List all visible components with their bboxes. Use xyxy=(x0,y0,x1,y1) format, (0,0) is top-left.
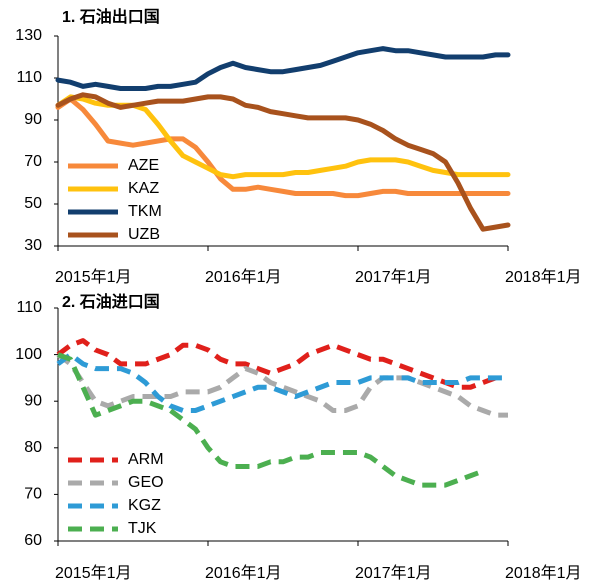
y-tick-label: 90 xyxy=(24,111,42,128)
y-tick-label: 80 xyxy=(24,439,42,456)
x-tick-label: 2017年1月 xyxy=(355,268,432,286)
x-tick-label: 2016年1月 xyxy=(205,564,282,582)
x-tick-label: 2016年1月 xyxy=(205,268,282,286)
x-tick-label: 2018年1月 xyxy=(505,564,582,582)
x-tick-label: 2018年1月 xyxy=(505,268,582,286)
chart-title: 1. 石油出口国 xyxy=(62,7,160,26)
legend-label: KGZ xyxy=(128,497,161,514)
y-tick-label: 110 xyxy=(16,299,42,316)
y-tick-label: 110 xyxy=(16,69,42,86)
legend-label: ARM xyxy=(128,451,164,468)
legend-label: TKM xyxy=(128,203,162,220)
series-line xyxy=(55,96,511,199)
series-line xyxy=(55,92,511,232)
legend-label: AZE xyxy=(128,157,159,174)
y-tick-label: 100 xyxy=(15,346,42,363)
series-line xyxy=(56,352,508,414)
y-tick-label: 130 xyxy=(15,27,42,44)
series-line xyxy=(55,46,511,91)
x-tick-label: 2015年1月 xyxy=(55,564,132,582)
y-tick-label: 50 xyxy=(24,195,42,212)
y-tick-label: 70 xyxy=(24,153,42,170)
x-tick-label: 2015年1月 xyxy=(55,268,132,286)
legend-label: GEO xyxy=(128,474,164,491)
y-tick-label: 70 xyxy=(24,486,42,503)
series-line xyxy=(57,352,484,488)
y-tick-label: 90 xyxy=(24,392,42,409)
legend-label: KAZ xyxy=(128,180,159,197)
x-tick-label: 2017年1月 xyxy=(355,564,432,582)
y-tick-label: 30 xyxy=(24,237,42,254)
chart-title: 2. 石油进口国 xyxy=(62,292,160,311)
series-line xyxy=(56,352,508,418)
y-tick-label: 60 xyxy=(24,532,42,549)
series-line xyxy=(56,338,497,390)
legend-label: UZB xyxy=(128,226,160,243)
legend-label: TJK xyxy=(128,520,157,537)
